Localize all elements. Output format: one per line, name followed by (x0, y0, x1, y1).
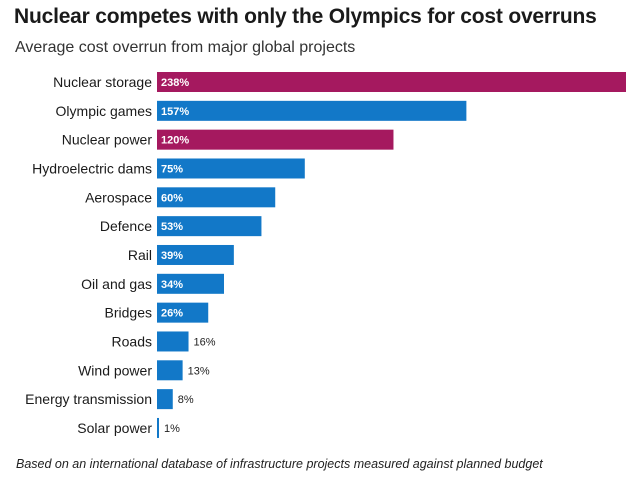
value-label: 157% (161, 106, 189, 118)
value-label: 39% (161, 250, 183, 262)
bar (157, 158, 305, 179)
category-label: Hydroelectric dams (32, 160, 152, 176)
value-label: 238% (161, 77, 189, 89)
category-label: Solar power (77, 420, 152, 436)
bar-row: Aerospace 60% (85, 187, 276, 208)
bar-row: Wind power 13% (78, 360, 210, 381)
category-label: Energy transmission (25, 391, 152, 407)
bar-row: Olympic games 157% (56, 100, 467, 121)
bar (157, 129, 394, 150)
category-label: Olympic games (56, 103, 152, 119)
value-label: 16% (194, 336, 216, 348)
category-label: Wind power (78, 362, 152, 378)
bar (157, 273, 224, 294)
bar-row: Rail 39% (128, 244, 234, 265)
bar-row: Solar power 1% (77, 417, 180, 438)
category-label: Roads (112, 333, 152, 349)
bar (157, 360, 183, 381)
bar-row: Hydroelectric dams 75% (32, 158, 305, 179)
bar-row: Defence 53% (100, 216, 262, 237)
bar-row: Bridges 26% (105, 302, 209, 323)
bar-row: Nuclear storage 238% (53, 72, 626, 92)
bar-row: Nuclear power 120% (62, 129, 394, 150)
bar (157, 187, 276, 208)
bar (157, 302, 209, 323)
value-label: 34% (161, 279, 183, 291)
bar (157, 72, 626, 92)
bar (157, 216, 262, 237)
chart-footnote: Based on an international database of in… (16, 457, 543, 471)
bar (157, 417, 159, 438)
chart-subtitle: Average cost overrun from major global p… (15, 39, 356, 56)
bar-row: Roads 16% (112, 331, 216, 352)
category-label: Bridges (105, 305, 152, 321)
bar-row: Energy transmission 8% (25, 389, 194, 410)
category-label: Nuclear storage (53, 74, 152, 90)
value-label: 13% (188, 365, 210, 377)
value-label: 1% (164, 423, 180, 435)
category-label: Defence (100, 218, 152, 234)
value-label: 8% (178, 394, 194, 406)
category-label: Rail (128, 247, 152, 263)
bar (157, 389, 173, 410)
bar (157, 331, 189, 352)
bar (157, 100, 467, 121)
category-label: Nuclear power (62, 132, 153, 148)
bar-row: Oil and gas 34% (81, 273, 224, 294)
value-label: 120% (161, 135, 189, 147)
value-label: 26% (161, 308, 183, 320)
category-label: Oil and gas (81, 276, 152, 292)
value-label: 75% (161, 163, 183, 175)
category-label: Aerospace (85, 189, 152, 205)
value-label: 53% (161, 221, 183, 233)
chart-title: Nuclear competes with only the Olympics … (14, 5, 597, 28)
bar (157, 244, 234, 265)
value-label: 60% (161, 192, 183, 204)
